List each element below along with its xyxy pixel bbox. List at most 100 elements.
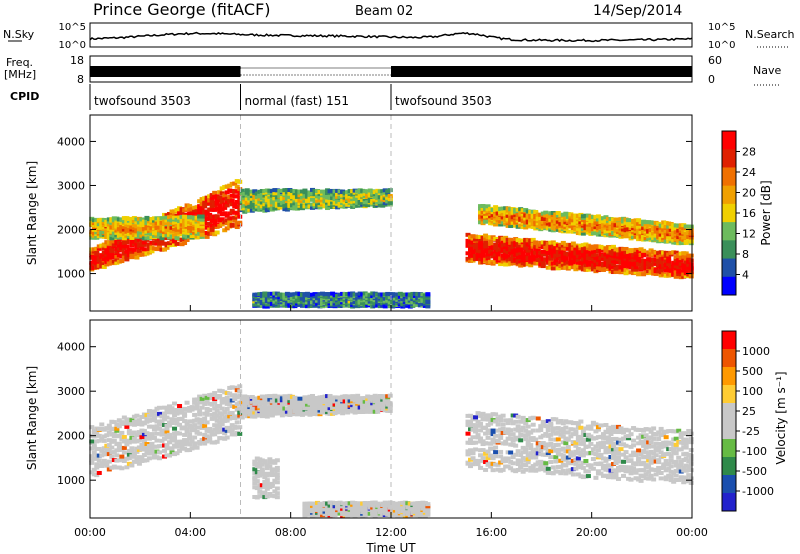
power-echo-cell bbox=[144, 237, 150, 242]
velocity-echo-cell bbox=[508, 450, 514, 455]
velocity-echo-cell bbox=[229, 393, 235, 398]
power-echo-cell bbox=[252, 203, 258, 208]
power-echo-cell bbox=[109, 259, 115, 264]
power-echo-cell bbox=[282, 204, 288, 209]
power-echo-cell bbox=[177, 224, 183, 229]
power-echo-cell bbox=[520, 225, 526, 230]
velocity-echo-cell bbox=[385, 404, 391, 409]
power-echo-cell bbox=[252, 195, 258, 200]
power-echo-cell bbox=[673, 223, 679, 228]
velocity-echo-cell bbox=[244, 395, 250, 400]
power-echo-cell bbox=[357, 303, 363, 308]
power-echo-cell bbox=[322, 192, 328, 197]
power-echo-cell bbox=[121, 244, 127, 249]
power-echo-cell bbox=[322, 292, 328, 297]
power-echo-cell bbox=[197, 221, 203, 226]
power-echo-cell bbox=[355, 200, 361, 205]
power-echo-cell bbox=[94, 250, 100, 255]
power-echo-cell bbox=[192, 208, 198, 213]
power-echo-cell bbox=[340, 300, 346, 305]
power-echo-cell bbox=[109, 229, 115, 234]
power-echo-cell bbox=[89, 266, 95, 271]
power-echo-cell bbox=[192, 220, 198, 225]
velocity-echo-cell bbox=[217, 394, 223, 399]
velocity-echo-cell bbox=[184, 438, 190, 443]
power-echo-cell bbox=[565, 223, 571, 228]
power-echo-cell bbox=[382, 292, 388, 297]
velocity-echo-cell bbox=[116, 424, 122, 429]
power-echo-cell bbox=[136, 251, 142, 256]
power-echo-cell bbox=[302, 204, 308, 209]
velocity-echo-cell bbox=[550, 417, 556, 422]
power-echo-cell bbox=[578, 216, 584, 221]
power-echo-cell bbox=[513, 257, 519, 262]
power-echo-cell bbox=[335, 301, 341, 306]
velocity-echo-cell bbox=[465, 431, 471, 436]
velocity-echo-cell bbox=[495, 416, 501, 421]
velocity-echo-cell bbox=[177, 410, 183, 415]
power-echo-cell bbox=[673, 240, 679, 245]
velocity-echo-cell bbox=[94, 439, 100, 444]
power-echo-cell bbox=[520, 246, 526, 251]
power-echo-cell bbox=[610, 217, 616, 222]
velocity-echo-cell bbox=[493, 419, 499, 424]
power-echo-cell bbox=[668, 268, 674, 273]
power-echo-cell bbox=[267, 188, 273, 193]
power-echo-cell bbox=[156, 241, 162, 246]
velocity-echo-cell bbox=[583, 433, 589, 438]
power-echo-cell bbox=[593, 244, 599, 249]
power-echo-cell bbox=[613, 247, 619, 252]
power-echo-cell bbox=[104, 244, 110, 249]
power-echo-cell bbox=[315, 293, 321, 298]
velocity-echo-cell bbox=[234, 395, 240, 400]
velocity-echo-cell bbox=[209, 416, 215, 421]
power-echo-cell bbox=[465, 256, 471, 261]
power-echo-cell bbox=[673, 264, 679, 269]
velocity-echo-cell bbox=[493, 433, 499, 438]
power-echo-cell bbox=[365, 203, 371, 208]
power-ylabel: Slant Range [km] bbox=[25, 161, 39, 265]
velocity-echo-cell bbox=[229, 432, 235, 437]
velocity-echo-cell bbox=[568, 450, 574, 455]
power-echo-cell bbox=[503, 245, 509, 250]
power-echo-cell bbox=[671, 240, 677, 245]
velocity-echo-cell bbox=[219, 428, 225, 433]
power-echo-cell bbox=[222, 228, 228, 233]
velocity-echo-cell bbox=[139, 458, 145, 463]
power-echo-cell bbox=[641, 251, 647, 256]
power-echo-cell bbox=[616, 223, 622, 228]
velocity-echo-cell bbox=[121, 450, 127, 455]
power-echo-cell bbox=[638, 236, 644, 241]
velocity-echo-cell bbox=[385, 399, 391, 404]
power-echo-cell bbox=[129, 243, 135, 248]
power-echo-cell bbox=[468, 253, 474, 258]
power-echo-cell bbox=[478, 243, 484, 248]
velocity-echo-cell bbox=[172, 452, 178, 457]
power-echo-cell bbox=[631, 253, 637, 258]
power-echo-cell bbox=[570, 254, 576, 259]
power-echo-cell bbox=[480, 210, 486, 215]
power-echo-cell bbox=[598, 220, 604, 225]
velocity-echo-cell bbox=[104, 460, 110, 465]
power-echo-cell bbox=[159, 216, 165, 221]
power-echo-cell bbox=[219, 195, 225, 200]
power-echo-cell bbox=[525, 209, 531, 214]
power-echo-cell bbox=[315, 192, 321, 197]
velocity-echo-cell bbox=[563, 419, 569, 424]
power-echo-cell bbox=[638, 224, 644, 229]
power-echo-cell bbox=[631, 267, 637, 272]
velocity-echo-cell bbox=[179, 446, 185, 451]
power-echo-cell bbox=[121, 216, 127, 221]
power-echo-cell bbox=[197, 214, 203, 219]
velocity-echo-cell bbox=[179, 416, 185, 421]
velocity-echo-cell bbox=[234, 415, 240, 420]
power-echo-cell bbox=[159, 247, 165, 252]
velocity-echo-cell bbox=[342, 406, 348, 411]
velocity-echo-cell bbox=[167, 446, 173, 451]
velocity-echo-cell bbox=[385, 408, 391, 413]
power-echo-cell bbox=[192, 210, 198, 215]
power-echo-cell bbox=[129, 230, 135, 235]
power-echo-cell bbox=[523, 245, 529, 250]
power-echo-cell bbox=[350, 293, 356, 298]
power-echo-cell bbox=[676, 252, 682, 257]
